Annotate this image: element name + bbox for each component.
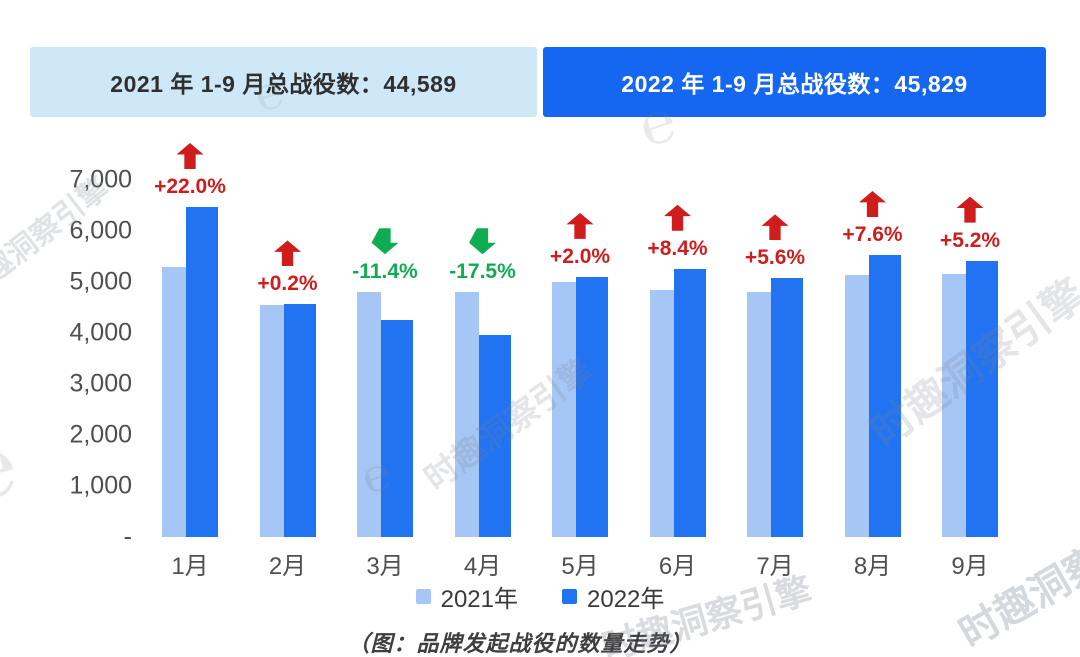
up-arrow-icon <box>664 204 691 231</box>
bar-2022-4月 <box>478 335 511 537</box>
legend-label-2021: 2021年 <box>440 586 518 613</box>
x-axis-label-4月: 4月 <box>463 553 502 580</box>
pct-change-label: +8.4% <box>647 236 708 260</box>
y-axis-tick-label: - <box>123 522 132 551</box>
bar-2021-3月 <box>357 292 381 537</box>
chart-legend: 2021年 2022年 <box>0 579 1080 614</box>
pct-change-label: +5.2% <box>939 228 1001 252</box>
legend-swatch-2021-icon <box>415 589 431 604</box>
pct-change-label: +5.6% <box>744 246 806 270</box>
bar-2022-1月 <box>186 207 218 537</box>
banner-2021-text: 2021 年 1-9 月总战役数：44,589 <box>110 71 457 97</box>
x-axis-label-6月: 6月 <box>658 553 697 580</box>
bar-2021-4月 <box>454 292 479 537</box>
x-axis-label-7月: 7月 <box>756 553 794 580</box>
bar-2022-8月 <box>868 254 901 537</box>
legend-label-2022: 2022年 <box>587 586 665 613</box>
y-axis-tick-label: 5,000 <box>69 267 132 296</box>
bar-2021-2月 <box>259 304 284 537</box>
y-axis-tick-label: 7,000 <box>69 165 132 194</box>
x-axis-label-3月: 3月 <box>366 553 404 580</box>
up-arrow-icon <box>566 212 594 239</box>
x-axis-label-9月: 9月 <box>951 553 989 580</box>
bar-2021-1月 <box>162 266 186 537</box>
x-axis-label-8月: 8月 <box>853 553 892 580</box>
up-arrow-icon <box>859 190 886 217</box>
up-arrow-icon <box>274 240 301 267</box>
pct-change-label: +0.2% <box>257 272 318 296</box>
x-axis-label-5月: 5月 <box>561 553 599 580</box>
bar-2021-6月 <box>649 289 674 537</box>
bar-2022-9月 <box>966 260 998 537</box>
chart-caption: （图：品牌发起战役的数量走势） <box>347 631 693 656</box>
down-arrow-icon <box>371 228 399 255</box>
y-axis-tick-label: 3,000 <box>69 369 132 398</box>
bar-2021-9月 <box>942 274 966 537</box>
pct-change-label: -11.4% <box>352 260 418 284</box>
bar-2022-3月 <box>381 320 413 537</box>
banner-2022-total: 2022 年 1-9 月总战役数：45,829 <box>543 47 1046 117</box>
y-axis-tick-label: 2,000 <box>69 420 132 449</box>
pct-change-label: +22.0% <box>154 175 226 199</box>
legend-swatch-2022-icon <box>562 589 577 604</box>
y-axis-tick-label: 4,000 <box>69 318 132 347</box>
bar-2021-8月 <box>844 274 869 537</box>
legend-item-2021: 2021年 <box>415 579 518 614</box>
pct-change-label: +2.0% <box>549 244 611 268</box>
bar-2021-5月 <box>552 282 576 537</box>
up-arrow-icon <box>761 214 789 241</box>
banner-2022-text: 2022 年 1-9 月总战役数：45,829 <box>621 71 968 97</box>
down-arrow-icon <box>469 228 496 255</box>
x-axis-label-2月: 2月 <box>268 553 307 580</box>
banner-2021-total: 2021 年 1-9 月总战役数：44,589 <box>30 47 537 117</box>
y-axis-tick-label: 1,000 <box>69 471 132 500</box>
legend-item-2022: 2022年 <box>562 579 664 614</box>
pct-change-label: -17.5% <box>449 260 516 284</box>
bar-2022-6月 <box>673 268 706 537</box>
up-arrow-icon <box>956 196 984 223</box>
pct-change-label: +7.6% <box>842 222 903 246</box>
bar-2022-7月 <box>771 278 803 537</box>
bar-2021-7月 <box>747 292 771 537</box>
bar-2022-2月 <box>283 304 316 537</box>
y-axis-tick-label: 6,000 <box>69 216 132 245</box>
bar-2022-5月 <box>576 276 608 537</box>
x-axis-label-1月: 1月 <box>171 553 209 580</box>
up-arrow-icon <box>176 143 204 170</box>
